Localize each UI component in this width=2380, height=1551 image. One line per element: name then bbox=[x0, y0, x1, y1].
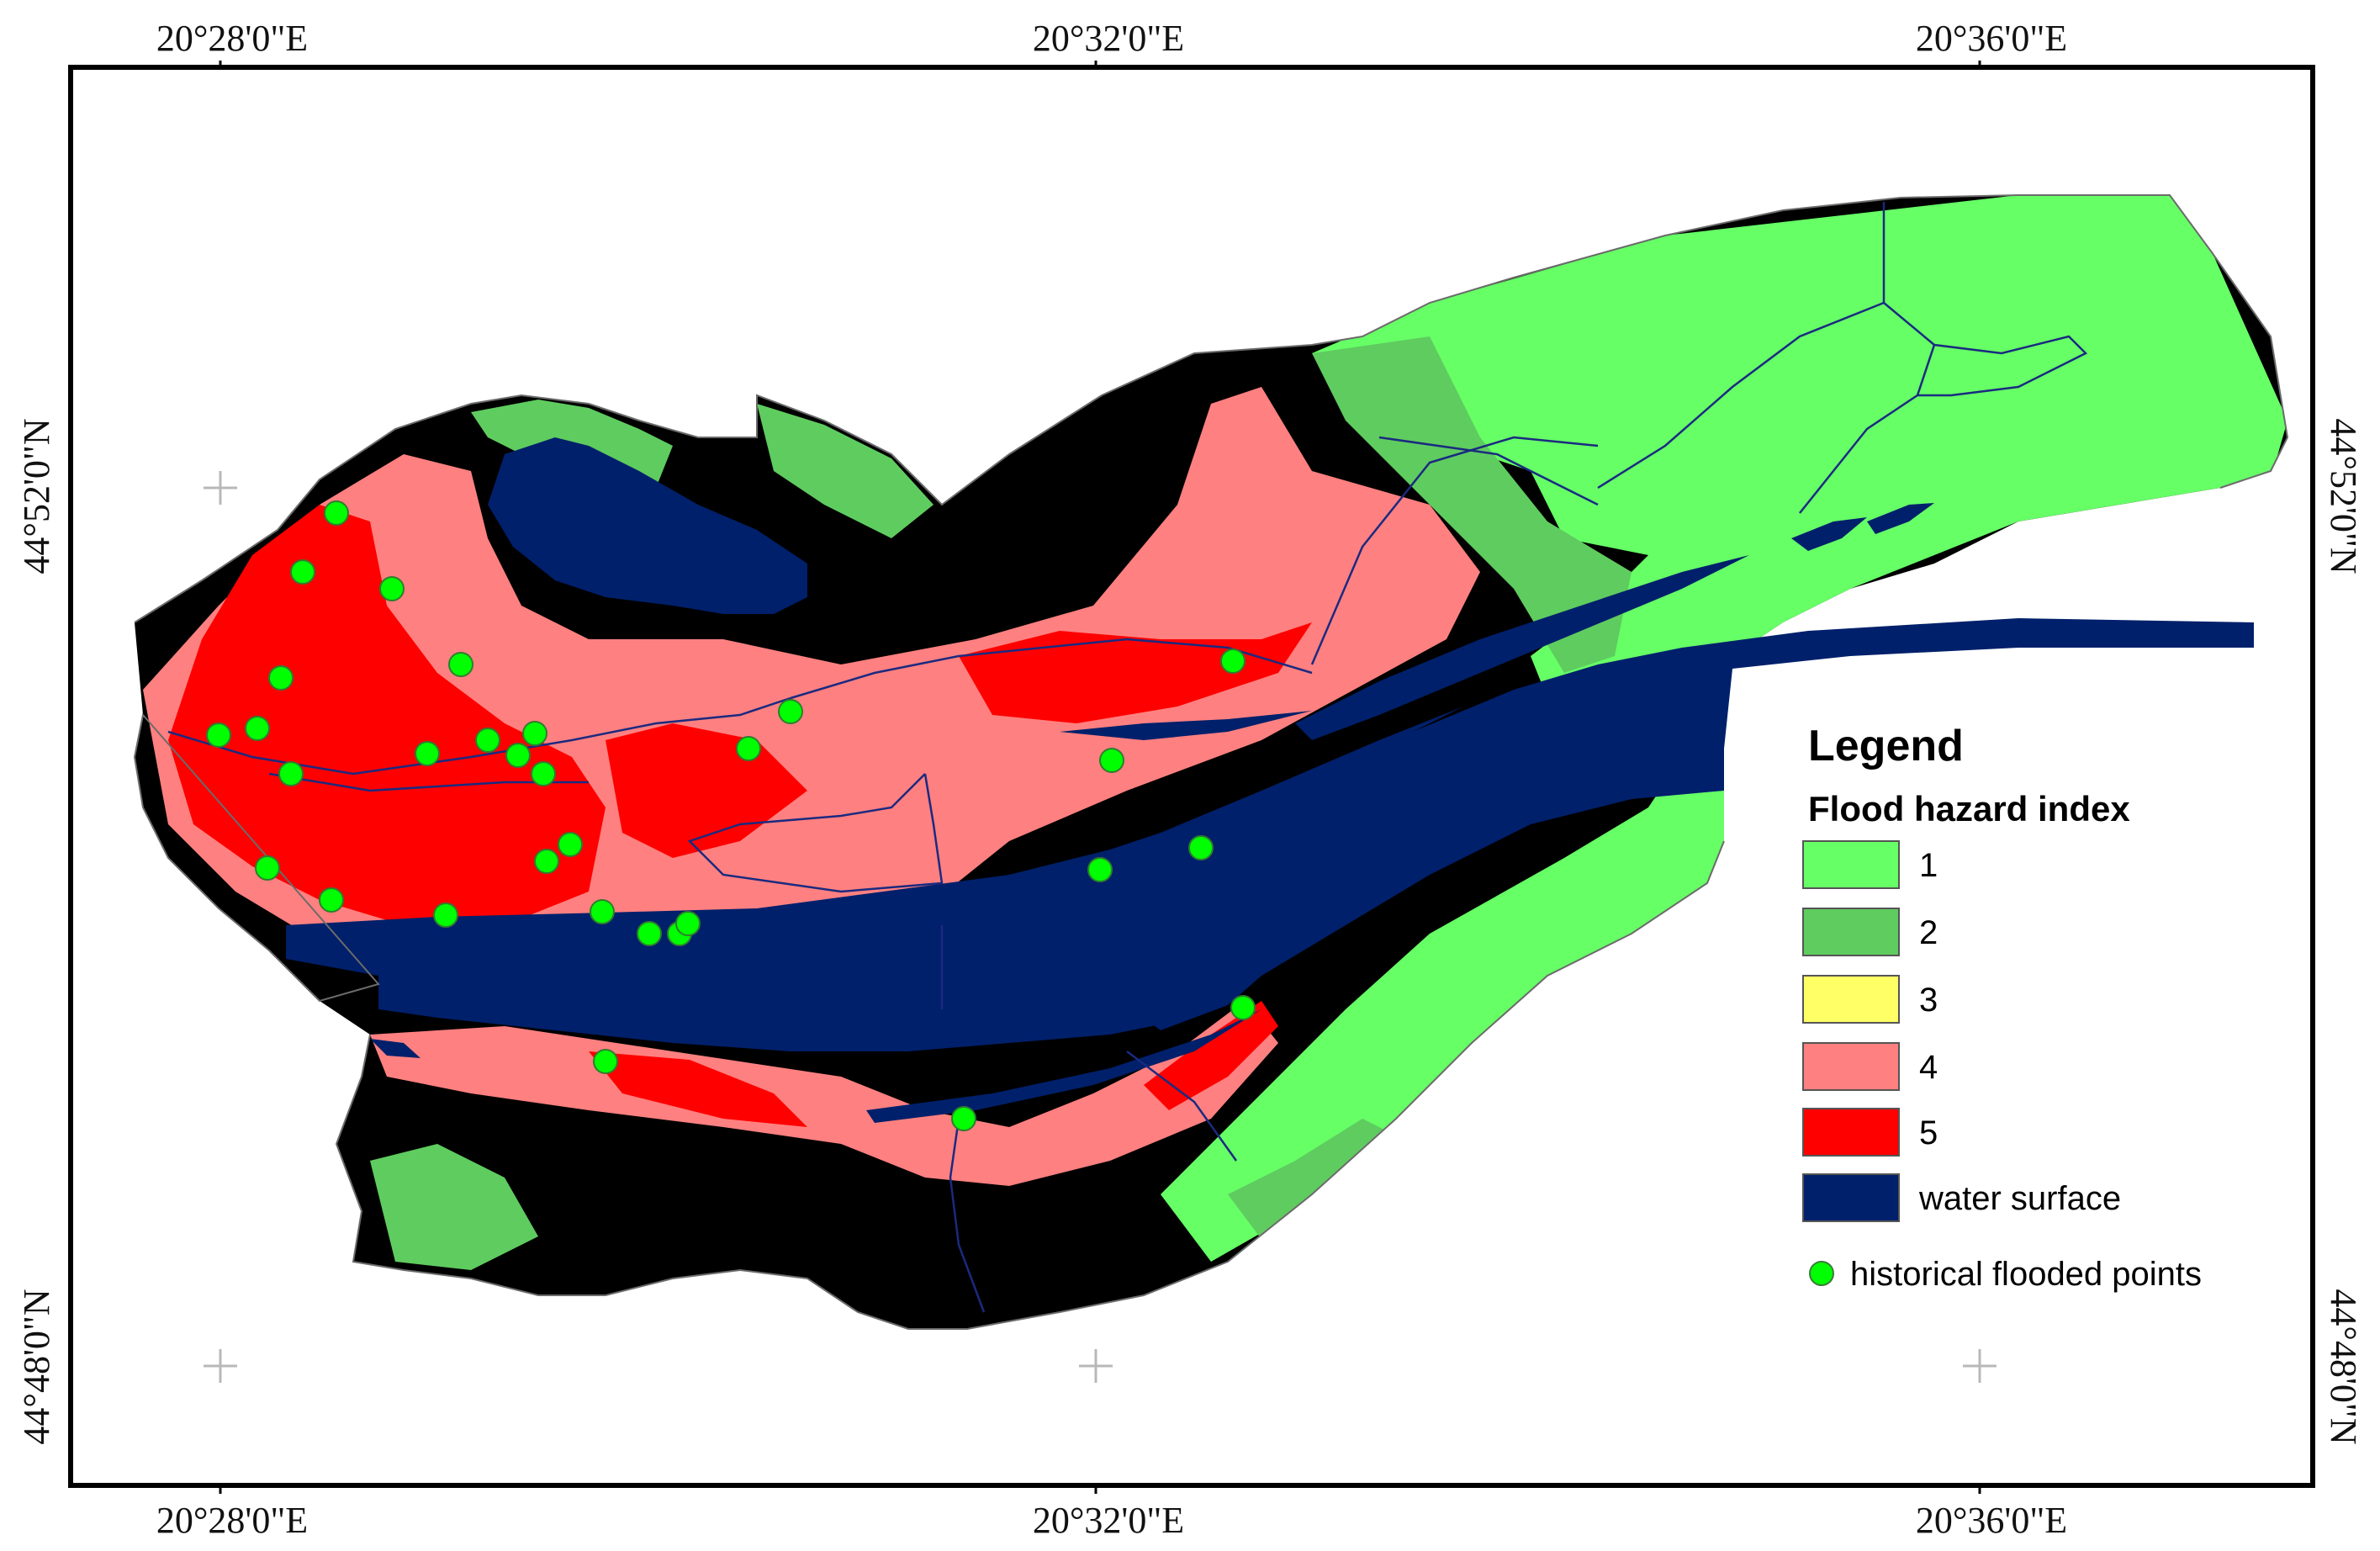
flood-point bbox=[1087, 857, 1113, 882]
flood-point bbox=[324, 500, 349, 526]
flood-point bbox=[951, 1106, 976, 1131]
flood-point bbox=[675, 911, 701, 936]
plus-icon bbox=[1079, 1349, 1113, 1383]
right-graticule: 44°52'0"N 44°48'0"N bbox=[2323, 418, 2364, 1444]
right-lat-label-1: 44°52'0"N bbox=[2323, 418, 2364, 574]
side-channel bbox=[1161, 707, 1463, 833]
side-channel bbox=[1060, 711, 1312, 740]
flood-point bbox=[778, 699, 803, 724]
bottom-lon-label-3: 20°36'0"E bbox=[1916, 1500, 2067, 1541]
flood-point bbox=[1099, 748, 1124, 773]
lake bbox=[488, 437, 807, 614]
hazard-class-5-area bbox=[168, 505, 606, 925]
left-graticule: 44°52'0"N 44°48'0"N bbox=[16, 418, 57, 1444]
legend-swatch-3 bbox=[1802, 975, 1900, 1024]
flood-point bbox=[278, 761, 304, 786]
flood-point bbox=[319, 887, 344, 913]
side-channel bbox=[1791, 517, 1867, 551]
boundary-outline bbox=[133, 194, 2289, 1330]
legend-label-flood-points: historical flooded points bbox=[1850, 1256, 2202, 1293]
legend-title: Legend bbox=[1808, 722, 1964, 770]
flood-point bbox=[206, 723, 231, 748]
side-channel bbox=[866, 1009, 1261, 1123]
bottom-lon-label-1: 20°28'0"E bbox=[156, 1500, 308, 1541]
bottom-lon-label-2: 20°32'0"E bbox=[1033, 1500, 1184, 1541]
flood-point bbox=[290, 559, 315, 585]
top-lon-label-1: 20°28'0"E bbox=[156, 18, 308, 59]
flood-point bbox=[448, 652, 473, 677]
hazard-class-2-area bbox=[757, 404, 933, 538]
legend-label-3: 3 bbox=[1919, 982, 1938, 1019]
legend-swatch-2 bbox=[1802, 908, 1900, 956]
hazard-class-2-area bbox=[370, 1144, 538, 1270]
flood-point bbox=[415, 741, 440, 766]
legend-swatch-water bbox=[1802, 1173, 1900, 1222]
flood-point bbox=[268, 665, 294, 691]
flood-point bbox=[590, 899, 615, 924]
flood-point bbox=[531, 761, 556, 786]
left-lat-label-2: 44°48'0"N bbox=[16, 1289, 57, 1444]
flood-point bbox=[1220, 648, 1246, 674]
legend-label-1: 1 bbox=[1919, 847, 1938, 884]
flood-point bbox=[558, 832, 583, 857]
left-lat-label-1: 44°52'0"N bbox=[16, 418, 57, 574]
bottom-graticule: 20°28'0"E 20°32'0"E 20°36'0"E bbox=[156, 1485, 2067, 1541]
legend-label-5: 5 bbox=[1919, 1114, 1938, 1151]
hazard-class-5-area bbox=[589, 1051, 807, 1127]
flood-point bbox=[433, 903, 458, 928]
legend-label-4: 4 bbox=[1919, 1049, 1938, 1086]
plus-icon bbox=[204, 1349, 237, 1383]
plus-icon bbox=[1963, 1349, 1997, 1383]
right-lat-label-2: 44°48'0"N bbox=[2323, 1289, 2364, 1444]
legend-label-water: water surface bbox=[1918, 1180, 2121, 1217]
flood-point bbox=[637, 921, 662, 946]
top-graticule: 20°28'0"E 20°32'0"E 20°36'0"E bbox=[156, 18, 2067, 69]
flood-point bbox=[593, 1049, 618, 1074]
flood-point bbox=[255, 855, 280, 881]
flood-point bbox=[736, 736, 761, 761]
flood-point bbox=[534, 849, 559, 874]
circle-icon bbox=[1809, 1261, 1834, 1286]
hazard-class-4-area bbox=[370, 1001, 1278, 1186]
danube-river bbox=[286, 618, 2254, 1051]
plus-icon bbox=[204, 471, 237, 505]
legend-swatch-5 bbox=[1802, 1108, 1900, 1157]
road-network bbox=[167, 202, 2088, 1313]
flood-point bbox=[379, 576, 405, 601]
top-lon-label-2: 20°32'0"E bbox=[1033, 18, 1184, 59]
legend-subtitle: Flood hazard index bbox=[1808, 789, 2130, 828]
flood-point bbox=[245, 716, 270, 741]
top-lon-label-3: 20°36'0"E bbox=[1916, 18, 2067, 59]
flood-point bbox=[1188, 835, 1214, 860]
legend-swatch-1 bbox=[1802, 840, 1900, 889]
flood-point bbox=[505, 743, 531, 768]
side-channel bbox=[370, 1039, 420, 1058]
water-surface bbox=[286, 437, 2264, 1317]
side-channel bbox=[1144, 976, 1261, 1030]
side-channel bbox=[1295, 555, 1749, 740]
legend-label-2: 2 bbox=[1919, 914, 1938, 951]
flood-point bbox=[1230, 995, 1256, 1020]
side-channel bbox=[1867, 503, 1934, 534]
flood-points-layer bbox=[206, 500, 1256, 1131]
hazard-class-2-area bbox=[1312, 336, 1632, 673]
legend: Legend Flood hazard index 1 2 3 4 5 wate… bbox=[1802, 722, 2202, 1293]
legend-swatch-4 bbox=[1802, 1042, 1900, 1091]
flood-point bbox=[522, 721, 547, 746]
flood-point bbox=[475, 728, 500, 753]
hazard-class-5-area bbox=[1144, 1001, 1278, 1110]
